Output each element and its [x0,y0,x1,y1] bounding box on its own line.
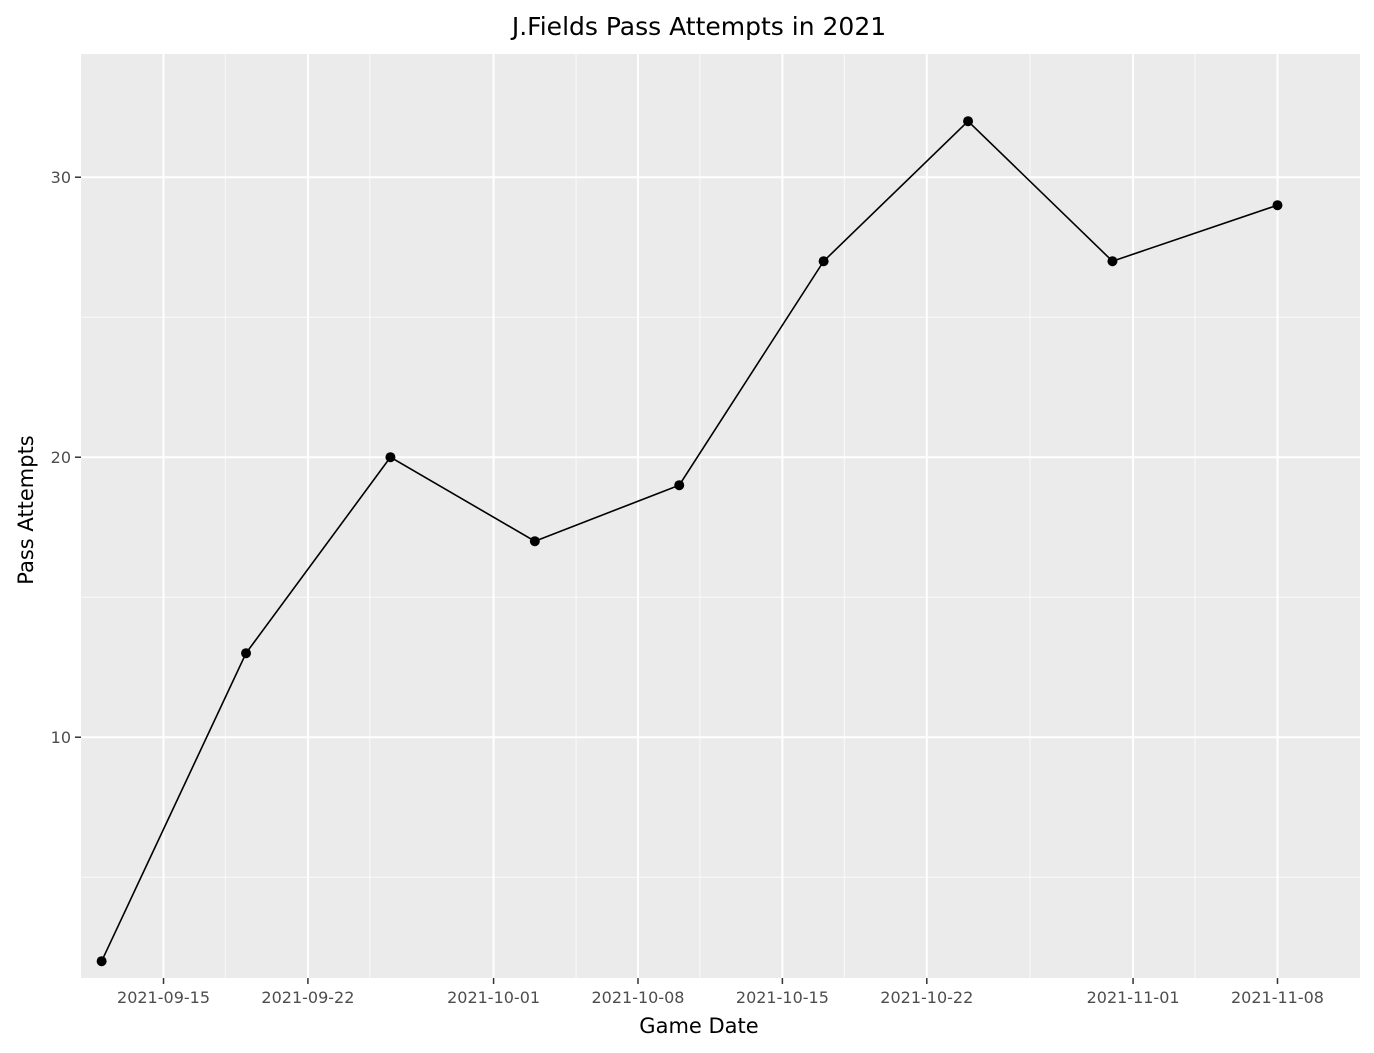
y-tick-label: 10 [51,728,71,747]
y-axis-title: Pass Attempts [14,435,38,585]
x-tick-label: 2021-10-01 [447,988,540,1007]
x-axis-title: Game Date [639,1014,758,1038]
data-point [674,480,685,491]
data-point [385,452,396,463]
chart-title: J.Fields Pass Attempts in 2021 [510,12,886,41]
x-tick-label: 2021-10-15 [736,988,829,1007]
data-point [1272,200,1283,211]
y-tick-label: 30 [51,168,71,187]
y-tick-label: 20 [51,448,71,467]
major-gridlines [81,54,1360,978]
data-point [96,956,107,967]
minor-gridlines [81,54,1360,978]
x-axis: 2021-09-15 2021-09-22 2021-10-01 2021-10-08… [117,978,1324,1007]
plot-panel [81,54,1360,978]
data-point [529,536,540,547]
y-axis: 10 20 30 [51,168,81,747]
data-point [241,648,252,659]
x-tick-label: 2021-09-22 [261,988,354,1007]
x-tick-label: 2021-10-22 [880,988,973,1007]
x-tick-label: 2021-10-08 [591,988,684,1007]
x-tick-label: 2021-11-01 [1087,988,1180,1007]
x-tick-label: 2021-09-15 [117,988,210,1007]
data-point [1107,256,1118,267]
data-point [963,116,974,127]
data-series [96,116,1283,967]
data-point [818,256,829,267]
x-tick-label: 2021-11-08 [1231,988,1324,1007]
